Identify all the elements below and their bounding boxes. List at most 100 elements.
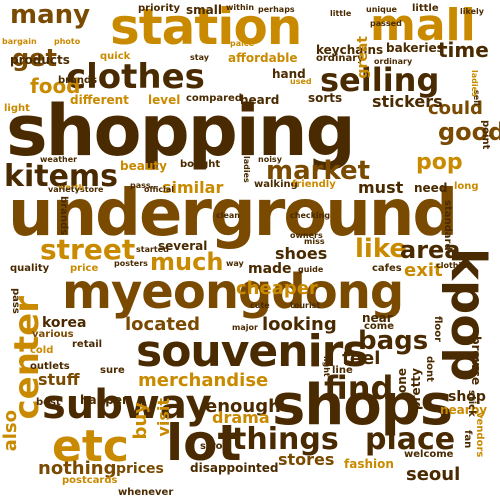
word-products: products <box>10 53 70 67</box>
word-different: different <box>70 93 129 107</box>
word-floor: ladies <box>470 70 479 97</box>
word-postcards: postcards <box>62 475 118 486</box>
word-area: area <box>400 236 461 264</box>
word-shopping: shopping <box>6 90 356 172</box>
word-like: like <box>355 234 408 264</box>
word-ordinary: ordinary <box>316 53 364 64</box>
word-sell: major <box>232 323 258 332</box>
word-worth: started <box>136 245 169 254</box>
word-prices: prices <box>116 461 164 477</box>
word-within: perhaps <box>258 5 295 14</box>
word-located: located <box>125 314 201 335</box>
word-sure: checking <box>290 211 331 220</box>
word-keychains: keychains <box>316 43 384 57</box>
word-drama: drama <box>212 408 270 427</box>
word-bad: ordinary <box>374 57 413 66</box>
word-souvenirs: souvenirs <box>136 326 369 377</box>
word-several: several <box>158 239 208 253</box>
word-tourist: miss <box>304 237 325 246</box>
word-buy: buy <box>130 402 151 440</box>
word-good: good <box>438 118 500 146</box>
word-korea: korea <box>42 315 87 331</box>
word-official: retail <box>72 339 103 350</box>
word-best: best <box>36 397 61 408</box>
word-used: passed <box>370 19 402 28</box>
word-started: tourist <box>290 301 321 310</box>
word-plus: cute <box>250 301 270 310</box>
word-market: market <box>266 156 371 186</box>
word-things: things <box>232 422 339 457</box>
word-cheaper: cheaper <box>236 278 318 299</box>
word-stickers: stickers <box>372 92 443 111</box>
word-miss: used <box>290 77 312 86</box>
word-various: various <box>32 329 74 340</box>
word-browse: dont <box>424 356 435 382</box>
word-city: vendors <box>474 412 485 458</box>
word-kitems: kitems <box>4 159 119 194</box>
word-level: level <box>148 93 181 107</box>
word-ladies: ladies <box>242 156 251 183</box>
word-myeongdong: myeongdong <box>62 264 404 320</box>
word-priority: weather <box>40 155 78 164</box>
word-etc: etc <box>52 421 129 472</box>
word-passed: palce <box>230 39 255 48</box>
word-heard: heard <box>240 93 280 107</box>
word-sorts: sorts <box>308 91 343 105</box>
word-shops: shops <box>272 373 453 438</box>
word-feel: feel <box>342 348 381 369</box>
word-could: could <box>428 98 483 119</box>
word-enough: enough <box>205 396 281 417</box>
word-pop: pop <box>416 150 463 175</box>
word-near: near <box>362 311 393 325</box>
word-price: price <box>70 263 99 274</box>
word-standard: standard <box>442 200 453 251</box>
word-bought: bought <box>180 159 221 170</box>
word-visit: visit <box>154 398 173 437</box>
word-pass: pass <box>10 288 21 314</box>
word-big: fan <box>462 430 473 449</box>
word-posters: posters <box>114 259 148 268</box>
word-bargain: quick <box>100 51 131 62</box>
word-selling: selling <box>320 61 440 99</box>
word-street: street <box>40 233 136 266</box>
word-weather: friendly <box>292 179 336 190</box>
word-poor: pass <box>130 181 151 190</box>
word-fashion: fashion <box>344 457 394 471</box>
word-mall: mall <box>370 0 476 51</box>
word-light: light <box>322 356 331 377</box>
word-lot: lot <box>166 414 242 472</box>
word-need: need <box>414 181 448 195</box>
word-bakeries: bakeries <box>386 41 444 55</box>
word-unique: unique <box>366 5 397 14</box>
word-stuff: stuff <box>38 370 80 389</box>
word-also: also <box>0 410 21 452</box>
word-one: pretty <box>409 368 423 410</box>
word-welcome: welcome <box>404 449 454 460</box>
word-station: station <box>110 0 302 56</box>
word-cafes: cafes <box>372 263 402 274</box>
word-subway: subway <box>42 382 212 428</box>
word-variety: variety <box>48 185 80 194</box>
word-perhaps: store <box>80 185 104 194</box>
word-noisy: sell <box>472 90 481 106</box>
word-nearby: nearby <box>440 403 488 417</box>
word-kpop: kpop <box>440 248 496 382</box>
word-made: made <box>248 261 292 277</box>
word-beauty: beauty <box>120 159 167 173</box>
word-palce: within <box>226 3 255 12</box>
word-pricing: bargain <box>2 37 37 46</box>
word-small: small <box>186 3 222 17</box>
word-dont: one <box>395 368 409 393</box>
word-must: must <box>358 178 404 197</box>
word-happen: happen <box>80 393 131 407</box>
word-great: great <box>355 36 371 79</box>
word-come: come <box>364 321 394 332</box>
word-hand: hand <box>272 67 306 81</box>
word-clean: clean <box>216 211 241 220</box>
word-store: walking <box>254 179 298 190</box>
word-shoes: shoes <box>275 244 328 263</box>
word-clothes: clothes <box>66 57 205 97</box>
word-merchandise: merchandise <box>138 370 269 391</box>
word-sticks: noisy <box>258 155 282 164</box>
